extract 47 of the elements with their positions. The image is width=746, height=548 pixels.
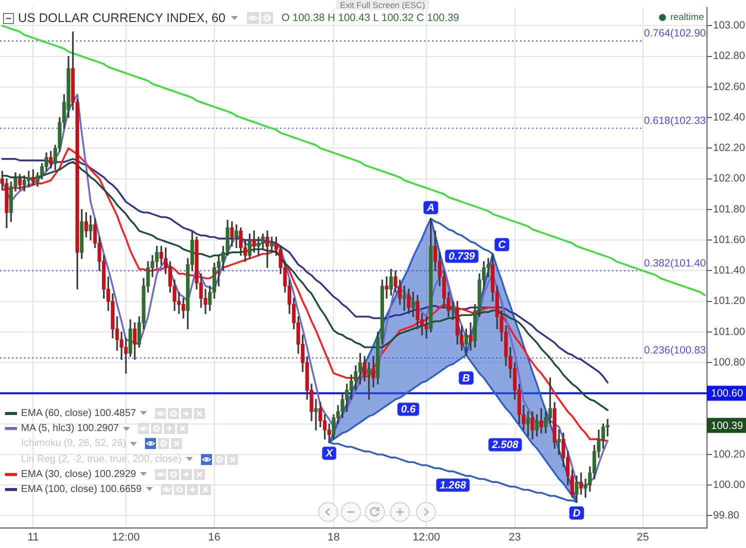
x-tick-label: 12:00 [112,532,140,544]
y-tick-label: 103.00 [713,20,746,32]
ref-line-label: 100.60 [711,388,744,400]
x-tick-label: 12:00 [412,532,440,544]
data-label: C [498,239,506,252]
ref-line-label: 0.382(101.40 [644,257,706,270]
x-tick-label: 11 [27,532,39,544]
ref-line-label: 0.236(100.83 [644,344,706,357]
y-tick-label: 99.80 [713,510,740,522]
legend-label: EMA (100, close) 100.6659 [21,484,142,495]
annotation: Exit Full Screen (ESC) [336,0,430,10]
data-label: B [462,372,470,384]
y-tick-label: 102.40 [713,111,746,124]
y-tick-label: 101.20 [713,295,746,308]
series-label: 0.739 [448,250,476,263]
ref-line-label: 0.618(102.33 [644,114,706,127]
annotation: Lin Reg (2, -2, true, true, 200, close) [21,454,182,465]
data-label: D [572,507,581,520]
legend-label: EMA (30, close) 100.2929 [21,468,136,480]
y-tick-label: 102.60 [713,80,746,93]
series-label: 2.508 [491,439,518,452]
legend-label: MA (5, hlc3) 100.2907 [21,423,119,434]
ref-line-label: 0.764(102.90 [644,28,706,40]
y-tick-label: 101.00 [713,326,746,338]
y-tick-label: 101.80 [713,203,746,216]
series-label: 1.268 [440,479,466,492]
y-tick-label: 101.60 [713,234,746,246]
y-tick-label: 100.00 [713,479,746,492]
annotation: 100.39 [711,420,744,432]
series-label: 0.6 [400,404,416,416]
x-tick-label: 18 [327,532,340,544]
data-label: X [324,448,334,460]
x-tick-label: 25 [636,532,650,544]
y-tick-label: 102.00 [713,172,746,185]
data-label: A [426,202,435,214]
annotation: Ichimoku (9, 26, 52, 26) [21,438,126,450]
y-tick-label: 102.80 [713,50,746,62]
annotation: realtime [670,12,704,22]
text: O 100.38 H 100.43 L 100.32 C 100.39 [281,12,460,24]
x-tick-label: 23 [508,532,521,544]
legend-label: EMA (60, close) 100.4857 [21,408,136,419]
y-tick-label: 100.80 [713,356,746,368]
y-tick-label: 100.20 [713,448,746,460]
y-tick-label: 101.40 [713,264,746,277]
y-tick-label: 102.20 [713,142,746,154]
x-tick-label: 16 [208,532,220,544]
chart-title: US DOLLAR CURRENCY INDEX, 60 [18,11,226,25]
